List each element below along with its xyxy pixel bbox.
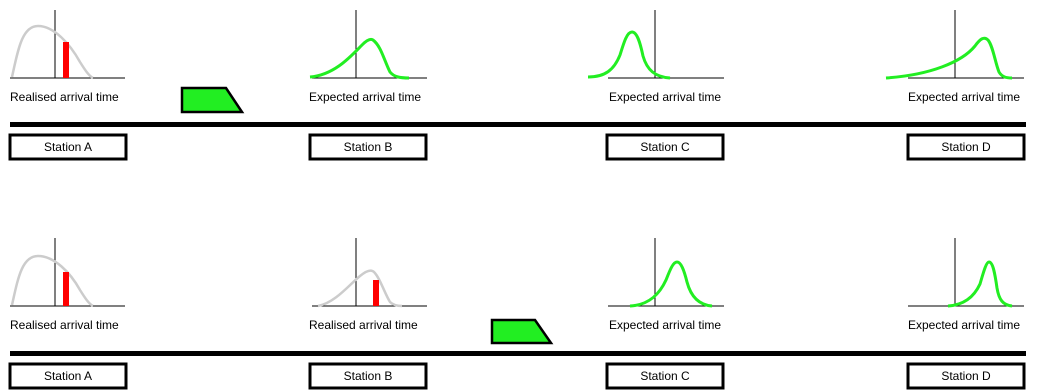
distribution-plot-station-a-top: Realised arrival time (10, 10, 125, 104)
station-label: Station C (640, 369, 690, 383)
panel-top: Realised arrival time Expected arrival t… (8, 10, 1026, 161)
station-box-d: Station D (906, 362, 1026, 390)
arrival-caption: Realised arrival time (309, 318, 418, 332)
station-box-d: Station D (906, 133, 1026, 161)
expected-distribution-curve (309, 37, 410, 80)
arrival-caption: Realised arrival time (10, 90, 119, 104)
station-box-a: Station A (8, 133, 128, 161)
expected-distribution-curve (947, 260, 1013, 308)
station-label: Station D (941, 369, 991, 383)
station-box-c: Station C (605, 133, 725, 161)
realised-arrival-marker (63, 42, 69, 78)
distribution-plot-station-b-top: Expected arrival time (309, 10, 427, 104)
station-box-c: Station C (605, 362, 725, 390)
station-label: Station C (640, 140, 690, 154)
station-box-b: Station B (308, 362, 428, 390)
arrival-caption: Expected arrival time (908, 318, 1020, 332)
arrival-caption: Expected arrival time (609, 318, 721, 332)
panel-bottom: Realised arrival time Realised arrival t… (8, 238, 1026, 390)
station-box-a: Station A (8, 362, 128, 390)
arrival-caption: Expected arrival time (609, 90, 721, 104)
realised-distribution-curve (10, 24, 94, 80)
expected-distribution-curve (885, 36, 1013, 80)
station-label: Station A (44, 369, 92, 383)
realised-distribution-curve (10, 254, 94, 308)
railway-track (10, 122, 1026, 127)
station-label: Station A (44, 140, 92, 154)
train-icon (490, 318, 554, 345)
station-label: Station B (344, 369, 393, 383)
station-box-b: Station B (308, 133, 428, 161)
arrival-caption: Expected arrival time (309, 90, 421, 104)
expected-distribution-curve (587, 30, 671, 80)
arrival-caption: Expected arrival time (908, 90, 1020, 104)
distribution-plot-station-d-top: Expected arrival time (885, 10, 1024, 104)
railway-track (10, 351, 1026, 356)
arrival-caption: Realised arrival time (10, 318, 119, 332)
train-icon (180, 86, 245, 114)
expected-distribution-curve (629, 260, 713, 308)
distribution-plot-station-c-top: Expected arrival time (587, 10, 724, 104)
realised-arrival-marker (373, 280, 379, 306)
station-label: Station B (344, 140, 393, 154)
station-label: Station D (941, 140, 991, 154)
distribution-plot-station-d-bottom: Expected arrival time (908, 238, 1024, 332)
distribution-plot-station-a-bottom: Realised arrival time (10, 238, 125, 332)
realised-distribution-curve (317, 269, 403, 308)
distribution-plot-station-b-bottom: Realised arrival time (309, 238, 427, 332)
realised-arrival-marker (63, 272, 69, 306)
distribution-plot-station-c-bottom: Expected arrival time (608, 238, 724, 332)
